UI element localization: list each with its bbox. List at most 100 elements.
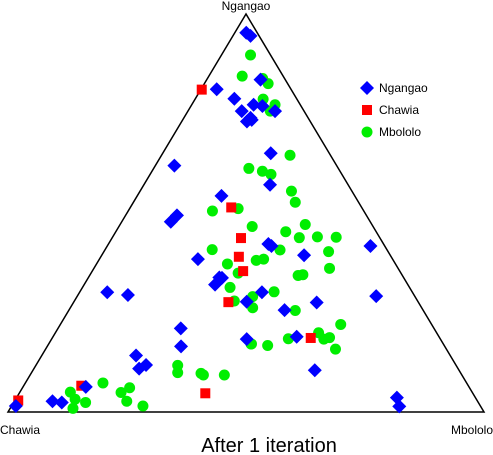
data-point-ngangao	[234, 104, 249, 119]
data-point-chawia	[238, 266, 249, 277]
data-point-mbololo	[323, 246, 335, 258]
data-point-ngangao	[45, 394, 60, 409]
data-point-mbololo	[274, 244, 286, 256]
data-point-ngangao	[100, 285, 115, 300]
data-point-mbololo	[206, 244, 218, 256]
data-point-mbololo	[69, 393, 81, 405]
data-point-ngangao	[297, 248, 312, 263]
data-point-mbololo	[330, 231, 342, 243]
data-point-mbololo	[67, 402, 79, 414]
data-point-ngangao	[209, 82, 224, 97]
vertex-label-right: Mbololo	[451, 423, 493, 437]
data-point-mbololo	[289, 305, 301, 317]
data-point-mbololo	[97, 377, 109, 389]
legend-label-chawia: Chawia	[379, 103, 419, 117]
data-point-chawia	[233, 251, 244, 262]
data-point-ngangao	[363, 239, 378, 254]
data-points	[8, 25, 407, 414]
data-point-ngangao	[227, 91, 242, 106]
data-point-chawia	[226, 202, 237, 213]
data-point-mbololo	[197, 369, 209, 381]
data-point-ngangao	[239, 294, 254, 309]
data-point-ngangao	[214, 188, 229, 203]
data-point-ngangao	[268, 104, 283, 119]
data-point-mbololo	[206, 205, 218, 217]
data-point-mbololo	[137, 400, 149, 412]
data-point-mbololo	[246, 221, 258, 233]
data-point-ngangao	[254, 285, 269, 300]
data-point-mbololo	[218, 369, 230, 381]
data-point-mbololo	[245, 49, 257, 61]
data-point-mbololo	[121, 395, 133, 407]
data-point-mbololo	[236, 70, 248, 82]
data-point-mbololo	[292, 269, 304, 281]
legend: Ngangao Chawia Mbololo	[360, 81, 428, 139]
legend-label-ngangao: Ngangao	[379, 81, 428, 95]
data-point-mbololo	[324, 262, 336, 274]
data-point-mbololo	[80, 396, 92, 408]
data-point-mbololo	[256, 165, 268, 177]
data-point-ngangao	[263, 177, 278, 192]
data-point-ngangao	[309, 295, 324, 310]
data-point-mbololo	[172, 367, 184, 379]
data-point-chawia	[236, 233, 247, 244]
data-point-chawia	[13, 395, 24, 406]
data-point-ngangao	[132, 361, 147, 376]
data-point-mbololo	[335, 318, 347, 330]
data-point-ngangao	[289, 329, 304, 344]
data-point-mbololo	[311, 231, 323, 243]
legend-label-mbololo: Mbololo	[379, 125, 421, 139]
data-point-mbololo	[280, 226, 292, 238]
data-point-ngangao	[392, 399, 407, 414]
vertex-label-left: Chawia	[0, 423, 40, 437]
chart-title: After 1 iteration	[201, 435, 337, 455]
data-point-ngangao	[246, 97, 261, 112]
data-point-ngangao	[264, 239, 279, 254]
data-point-ngangao	[190, 252, 205, 267]
data-point-ngangao	[244, 112, 259, 127]
data-point-ngangao	[163, 214, 178, 229]
data-point-mbololo	[329, 343, 341, 355]
data-point-mbololo	[224, 281, 236, 293]
data-point-mbololo	[115, 386, 127, 398]
ternary-triangle	[6, 12, 486, 413]
data-point-ngangao	[208, 277, 223, 292]
data-point-ngangao	[243, 28, 258, 43]
legend-marker-mbololo	[361, 126, 373, 138]
data-point-ngangao	[369, 289, 384, 304]
data-point-chawia	[200, 388, 211, 399]
data-point-ngangao	[277, 303, 292, 318]
data-point-chawia	[223, 297, 234, 308]
vertex-label-top: Ngangao	[222, 0, 271, 13]
data-point-mbololo	[284, 149, 296, 161]
data-point-chawia	[305, 332, 316, 343]
data-point-mbololo	[262, 340, 274, 352]
data-point-ngangao	[167, 158, 182, 173]
data-point-ngangao	[263, 146, 278, 161]
data-point-chawia	[196, 84, 207, 95]
data-point-ngangao	[174, 339, 189, 354]
data-point-ngangao	[307, 363, 322, 378]
data-point-mbololo	[265, 168, 277, 180]
data-point-mbololo	[243, 162, 255, 174]
data-point-mbololo	[124, 382, 136, 394]
data-point-ngangao	[253, 72, 268, 87]
data-point-ngangao	[255, 98, 270, 113]
data-point-mbololo	[268, 286, 280, 298]
data-point-mbololo	[285, 185, 297, 197]
legend-marker-chawia	[362, 105, 372, 115]
data-point-ngangao	[8, 399, 23, 414]
data-point-mbololo	[299, 219, 311, 231]
data-point-mbololo	[221, 258, 233, 270]
data-point-ngangao	[78, 379, 93, 394]
data-point-mbololo	[250, 254, 262, 266]
legend-marker-ngangao	[360, 81, 374, 95]
data-point-ngangao	[239, 332, 254, 347]
data-point-ngangao	[173, 321, 188, 336]
data-point-ngangao	[120, 287, 135, 302]
data-point-mbololo	[318, 333, 330, 345]
data-point-mbololo	[293, 232, 305, 244]
data-point-mbololo	[289, 196, 301, 208]
data-point-ngangao	[54, 395, 69, 410]
